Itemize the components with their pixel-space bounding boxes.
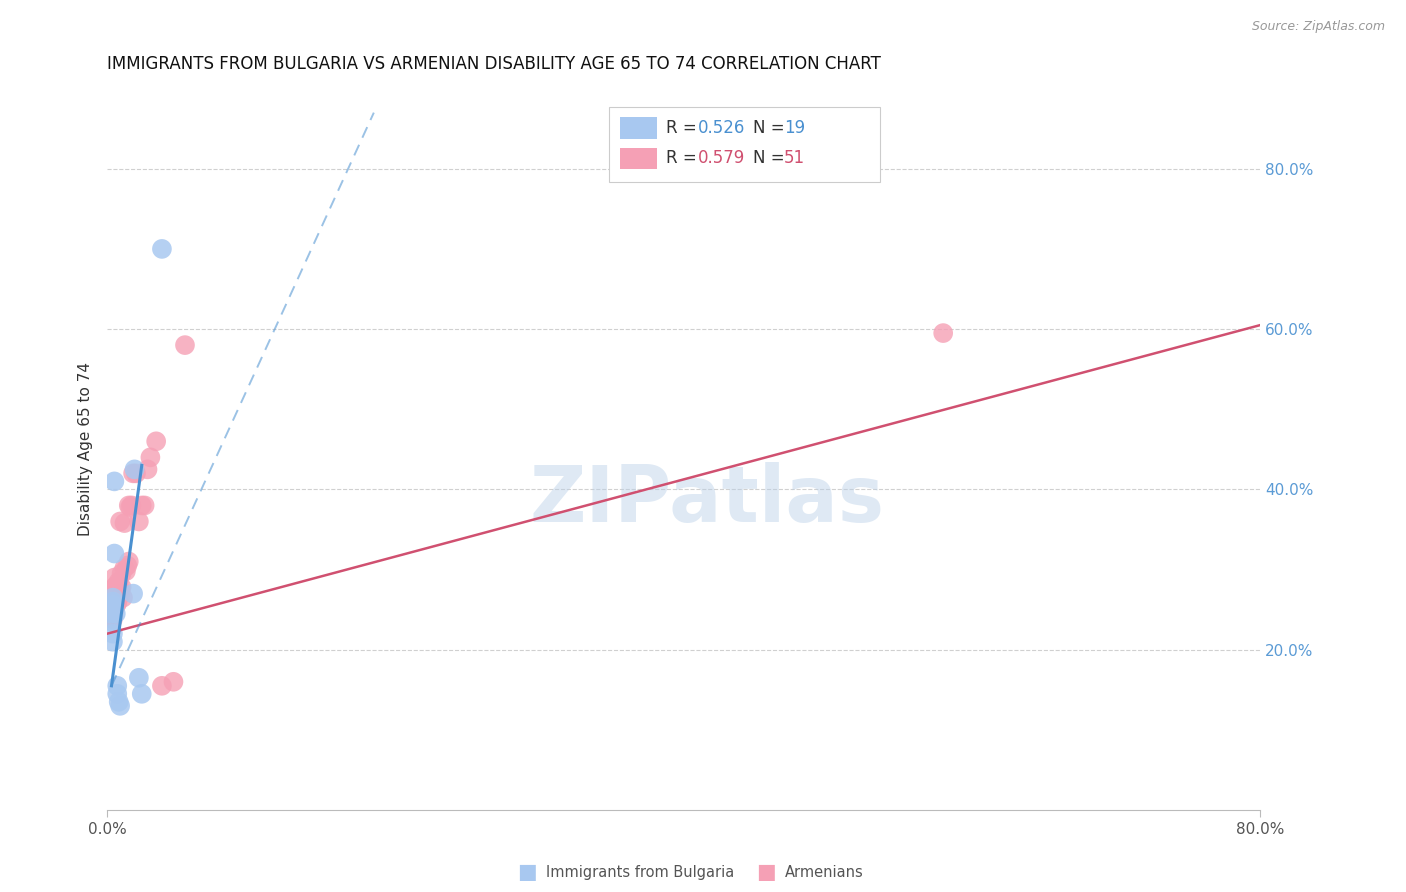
Point xyxy=(122,467,145,481)
Point xyxy=(108,582,131,597)
Point xyxy=(105,591,128,605)
Point xyxy=(108,515,131,529)
Text: IMMIGRANTS FROM BULGARIA VS ARMENIAN DISABILITY AGE 65 TO 74 CORRELATION CHART: IMMIGRANTS FROM BULGARIA VS ARMENIAN DIS… xyxy=(107,55,882,73)
Point xyxy=(134,499,156,513)
Point xyxy=(101,585,124,599)
Point xyxy=(115,564,138,578)
FancyBboxPatch shape xyxy=(620,148,657,169)
Text: Armenians: Armenians xyxy=(785,865,863,880)
Point xyxy=(100,596,122,610)
Point xyxy=(100,615,122,629)
Point xyxy=(104,578,127,592)
Point xyxy=(101,599,124,613)
Point xyxy=(150,242,173,256)
Point xyxy=(103,547,125,561)
Point xyxy=(100,599,122,613)
Text: R =: R = xyxy=(666,149,703,167)
Point xyxy=(105,687,128,701)
Point xyxy=(101,582,124,596)
FancyBboxPatch shape xyxy=(620,118,657,139)
Point xyxy=(111,591,134,605)
Point xyxy=(162,674,184,689)
Text: 19: 19 xyxy=(785,119,806,136)
Point xyxy=(118,499,141,513)
Point xyxy=(101,594,124,608)
Point xyxy=(101,634,124,648)
Point xyxy=(107,586,129,600)
Point xyxy=(145,434,167,449)
Text: ■: ■ xyxy=(517,863,537,882)
Text: ■: ■ xyxy=(756,863,776,882)
Point xyxy=(107,574,129,589)
Text: ZIPatlas: ZIPatlas xyxy=(529,462,884,538)
Point xyxy=(107,695,129,709)
Point xyxy=(131,687,153,701)
Point xyxy=(150,679,173,693)
Point xyxy=(100,604,122,618)
Point xyxy=(128,671,150,685)
Point xyxy=(101,588,124,602)
Point xyxy=(103,594,125,608)
Text: N =: N = xyxy=(754,119,790,136)
Text: R =: R = xyxy=(666,119,703,136)
Point xyxy=(101,626,124,640)
Point xyxy=(100,607,122,621)
Point xyxy=(101,609,124,624)
Point xyxy=(932,326,955,340)
Point xyxy=(104,588,127,602)
Point xyxy=(103,599,125,613)
Point xyxy=(139,450,162,465)
Point xyxy=(118,555,141,569)
FancyBboxPatch shape xyxy=(609,107,880,182)
Point xyxy=(100,593,122,607)
Text: 51: 51 xyxy=(785,149,806,167)
Point xyxy=(103,571,125,585)
Point xyxy=(121,499,143,513)
Point xyxy=(100,610,122,624)
Point xyxy=(100,602,122,616)
Point xyxy=(105,582,128,597)
Point xyxy=(117,558,139,573)
Point xyxy=(108,698,131,713)
Point xyxy=(105,596,128,610)
Point xyxy=(104,607,127,621)
Point xyxy=(103,475,125,489)
Point xyxy=(114,561,136,575)
Point xyxy=(125,467,148,481)
Text: 0.579: 0.579 xyxy=(697,149,745,167)
Point xyxy=(104,593,127,607)
Y-axis label: Disability Age 65 to 74: Disability Age 65 to 74 xyxy=(79,362,93,536)
Point xyxy=(174,338,197,352)
Point xyxy=(122,586,145,600)
Point xyxy=(136,462,159,476)
Text: 0.526: 0.526 xyxy=(697,119,745,136)
Text: N =: N = xyxy=(754,149,790,167)
Point xyxy=(108,588,131,602)
Point xyxy=(124,462,146,476)
Point xyxy=(114,516,136,530)
Point xyxy=(104,599,127,613)
Point xyxy=(110,566,132,581)
Point xyxy=(131,499,153,513)
Text: Source: ZipAtlas.com: Source: ZipAtlas.com xyxy=(1251,20,1385,33)
Point xyxy=(101,591,124,605)
Point xyxy=(101,612,124,626)
Point xyxy=(128,515,150,529)
Point xyxy=(105,679,128,693)
Point xyxy=(110,580,132,594)
Point xyxy=(120,500,142,514)
Point xyxy=(107,591,129,605)
Point xyxy=(103,602,125,616)
Text: Immigrants from Bulgaria: Immigrants from Bulgaria xyxy=(546,865,734,880)
